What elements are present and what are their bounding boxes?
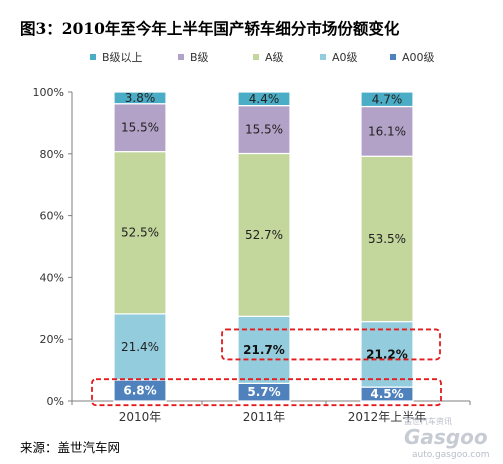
bar-stack: 6.8% 21.4% 52.5% 15.5% 3.8%: [113, 91, 167, 402]
legend-item: A级: [253, 51, 284, 64]
chart-title: 图3：2010年至今年上半年国产轿车细分市场份额变化: [20, 19, 400, 38]
data-label: 15.5%: [121, 121, 159, 135]
bar-segment: [113, 151, 167, 315]
data-label: 4.4%: [249, 92, 280, 106]
y-tick-label: 100%: [33, 86, 64, 99]
watermark-brand: Gasgoo: [404, 425, 488, 449]
data-label: 21.2%: [366, 347, 408, 361]
highlight-a0: [221, 328, 441, 361]
highlight-a00: [91, 378, 442, 407]
legend-item: A00级: [390, 51, 435, 64]
y-axis: 0% 20% 40% 60% 80% 100% 2010年 2011年 2012年上半年: [33, 86, 471, 424]
data-label: 21.7%: [243, 343, 285, 357]
plot-area: 6.8% 21.4% 52.5% 15.5% 3.8% 5.7% 21.7% 52.7% 15.…: [113, 91, 414, 402]
legend-item: B级以上: [90, 51, 143, 64]
bar-segment: [237, 152, 291, 317]
bar-segment: [237, 315, 291, 384]
watermark-top: 盖世汽车资讯: [404, 416, 452, 426]
legend-swatch: [253, 54, 259, 60]
legend-item: A0级: [320, 51, 358, 64]
x-tick-label: 2011年: [243, 410, 286, 424]
legend-label: A0级: [332, 51, 358, 64]
legend-swatch: [90, 54, 96, 60]
bar-stack: 5.7% 21.7% 52.7% 15.5% 4.4%: [237, 91, 291, 402]
data-label: 15.5%: [245, 123, 283, 137]
bar-segment: [360, 91, 414, 108]
legend-label: B级: [190, 51, 209, 64]
data-label: 5.7%: [247, 385, 280, 399]
legend-swatch: [178, 54, 184, 60]
legend-item: B级: [178, 51, 209, 64]
source-note: 来源：盖世汽车网: [20, 440, 120, 455]
legend-swatch: [320, 54, 326, 60]
data-label: 3.8%: [125, 91, 156, 105]
bar-segment: [237, 91, 291, 107]
data-label: 53.5%: [368, 232, 406, 246]
data-label: 4.7%: [372, 92, 403, 106]
data-label: 52.7%: [245, 228, 283, 242]
bar-stack: 4.5% 21.2% 53.5% 16.1% 4.7%: [360, 91, 414, 402]
x-tick-label: 2012年上半年: [348, 410, 427, 424]
y-tick-label: 40%: [40, 271, 64, 284]
legend-label: A级: [265, 51, 284, 64]
legend-label: B级以上: [102, 51, 143, 64]
data-label: 16.1%: [368, 124, 406, 138]
bar-segment: [360, 320, 414, 388]
data-label: 21.4%: [121, 340, 159, 354]
legend-label: A00级: [402, 51, 435, 64]
x-tick-label: 2010年: [119, 410, 162, 424]
data-label: 4.5%: [370, 387, 403, 401]
y-tick-label: 20%: [40, 333, 64, 346]
highlight-boxes: [91, 328, 442, 407]
bar-segment: [360, 105, 414, 157]
bar-segment: [113, 91, 167, 105]
bar-segment: [113, 103, 167, 153]
bar-segment: [360, 155, 414, 323]
watermark-url: auto.gasgoo.com: [412, 450, 490, 460]
data-label: 52.5%: [121, 226, 159, 240]
legend-swatch: [390, 54, 396, 60]
bar-segment: [113, 313, 167, 381]
chart-legend: B级以上 B级 A级 A0级 A00级: [90, 51, 435, 64]
y-tick-label: 0%: [47, 395, 64, 408]
y-tick-label: 60%: [40, 210, 64, 223]
y-tick-label: 80%: [40, 148, 64, 161]
data-label: 6.8%: [123, 383, 156, 397]
gasgoo-watermark: 盖世汽车资讯 Gasgoo auto.gasgoo.com: [404, 416, 490, 460]
